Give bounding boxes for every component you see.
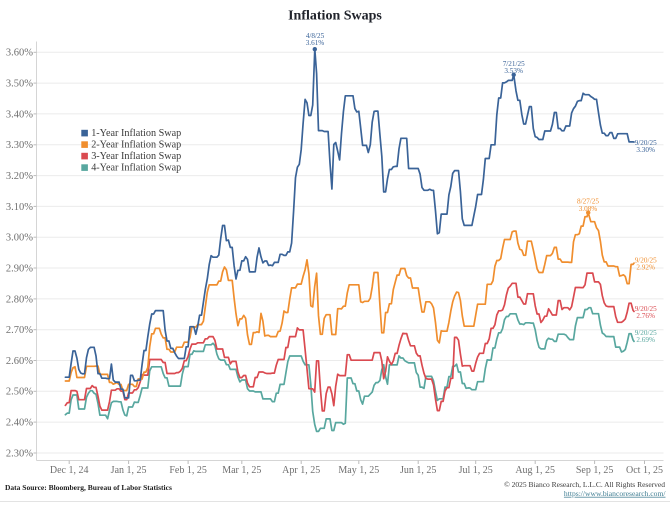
svg-text:Oct 1, 25: Oct 1, 25 <box>626 465 663 476</box>
svg-text:Sep 1, 25: Sep 1, 25 <box>576 465 614 476</box>
svg-text:Feb 1, 25: Feb 1, 25 <box>169 465 207 476</box>
svg-text:3.60%: 3.60% <box>6 48 33 59</box>
svg-text:3.20%: 3.20% <box>6 171 33 182</box>
svg-text:2.60%: 2.60% <box>6 356 33 367</box>
svg-text:4/8/25: 4/8/25 <box>306 32 325 40</box>
svg-text:Jul 1, 25: Jul 1, 25 <box>459 465 493 476</box>
svg-text:2.90%: 2.90% <box>6 263 33 274</box>
svg-text:Dec 1, 24: Dec 1, 24 <box>50 465 89 476</box>
svg-text:https://www.biancoresearch.com: https://www.biancoresearch.com/ <box>564 489 666 498</box>
svg-text:7/21/25: 7/21/25 <box>503 60 525 68</box>
svg-text:3.00%: 3.00% <box>6 233 33 244</box>
svg-text:Data Source: Bloomberg, Bureau: Data Source: Bloomberg, Bureau of Labor … <box>5 483 172 492</box>
svg-text:3.40%: 3.40% <box>6 109 33 120</box>
svg-text:3.08%: 3.08% <box>579 205 598 213</box>
svg-text:3.30%: 3.30% <box>636 146 655 154</box>
svg-text:1-Year Inflation Swap: 1-Year Inflation Swap <box>91 128 181 139</box>
svg-text:2.50%: 2.50% <box>6 387 33 398</box>
svg-text:Apr 1, 25: Apr 1, 25 <box>282 465 320 476</box>
svg-text:9/20/25: 9/20/25 <box>635 257 657 265</box>
svg-text:2.92%: 2.92% <box>636 264 655 272</box>
svg-text:2.30%: 2.30% <box>6 448 33 459</box>
svg-text:Jun 1, 25: Jun 1, 25 <box>400 465 436 476</box>
svg-text:2.80%: 2.80% <box>6 294 33 305</box>
svg-text:8/27/25: 8/27/25 <box>577 198 599 206</box>
svg-text:2-Year Inflation Swap: 2-Year Inflation Swap <box>91 140 181 151</box>
svg-text:Mar 1, 25: Mar 1, 25 <box>222 465 261 476</box>
svg-text:3.30%: 3.30% <box>6 140 33 151</box>
svg-text:3.10%: 3.10% <box>6 202 33 213</box>
svg-text:9/20/25: 9/20/25 <box>635 329 657 337</box>
svg-text:May 1, 25: May 1, 25 <box>338 465 379 476</box>
svg-text:3.61%: 3.61% <box>306 39 325 47</box>
svg-text:2.70%: 2.70% <box>6 325 33 336</box>
svg-text:3-Year Inflation Swap: 3-Year Inflation Swap <box>91 151 181 162</box>
svg-text:3.53%: 3.53% <box>504 67 523 75</box>
svg-text:Inflation Swaps: Inflation Swaps <box>288 9 382 24</box>
svg-text:4-Year Inflation Swap: 4-Year Inflation Swap <box>91 163 181 174</box>
svg-text:3.50%: 3.50% <box>6 79 33 90</box>
svg-text:9/20/25: 9/20/25 <box>635 305 657 313</box>
svg-text:2.40%: 2.40% <box>6 418 33 429</box>
svg-text:Aug 1, 25: Aug 1, 25 <box>515 465 555 476</box>
svg-text:© 2025 Bianco Research, L.L.C.: © 2025 Bianco Research, L.L.C. All Right… <box>504 480 665 489</box>
svg-text:2.76%: 2.76% <box>636 312 655 320</box>
svg-text:2.69%: 2.69% <box>636 336 655 344</box>
svg-text:Jan 1, 25: Jan 1, 25 <box>111 465 147 476</box>
svg-text:9/20/25: 9/20/25 <box>635 139 657 147</box>
